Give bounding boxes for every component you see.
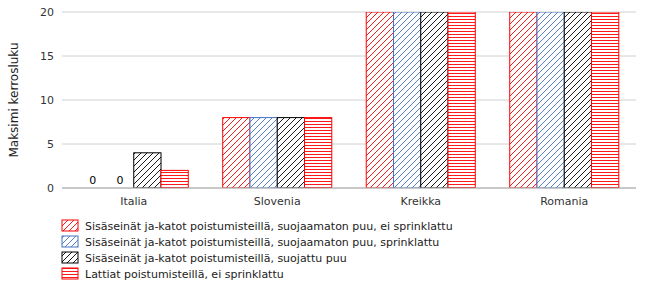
legend-swatch <box>62 236 78 247</box>
bar <box>277 118 304 188</box>
bar <box>223 118 250 188</box>
y-tick-label: 0 <box>47 182 54 195</box>
bar <box>421 12 448 188</box>
bar <box>134 153 161 188</box>
x-axis-line <box>62 188 636 189</box>
y-axis-label: Maksimi kerrosluku <box>7 42 21 157</box>
annotation: 0 <box>117 174 124 187</box>
x-tick-label: Kreikka <box>400 195 441 208</box>
legend-swatch <box>62 252 78 263</box>
bar <box>448 12 475 188</box>
bar <box>366 12 393 188</box>
legend-swatch <box>62 220 78 231</box>
bar <box>161 170 188 188</box>
annotation: 0 <box>89 174 96 187</box>
y-tick-label: 10 <box>40 94 54 107</box>
grid <box>62 12 636 188</box>
y-tick-label: 5 <box>47 138 54 151</box>
x-tick-label: Italia <box>120 195 147 208</box>
legend-label: Lattiat poistumisteillä, ei sprinklattu <box>85 268 284 281</box>
bar <box>510 12 537 188</box>
chart-container: 0 5 10 15 20 Maksimi kerrosluku Italia Slovenia… <box>0 0 648 295</box>
bar <box>592 12 619 188</box>
bar <box>250 118 277 188</box>
legend-label: Sisäseinät ja-katot poistumisteillä, suo… <box>85 236 439 249</box>
bar <box>305 118 332 188</box>
y-tick-label: 20 <box>40 6 54 19</box>
legend-label: Sisäseinät ja-katot poistumisteillä, suo… <box>85 220 453 233</box>
grid-line <box>62 188 636 189</box>
bar <box>564 12 591 188</box>
chart-svg: 0 5 10 15 20 Maksimi kerrosluku Italia Slovenia… <box>0 0 648 295</box>
legend-label: Sisäseinät ja-katot poistumisteillä, suo… <box>85 252 347 265</box>
bar <box>537 12 564 188</box>
bar <box>393 12 420 188</box>
x-tick-label: Romania <box>540 195 588 208</box>
y-tick-label: 15 <box>40 50 54 63</box>
bars <box>134 12 619 188</box>
x-tick-label: Slovenia <box>254 195 301 208</box>
legend-swatch <box>62 268 78 279</box>
legend: Sisäseinät ja-katot poistumisteillä, suo… <box>62 220 453 281</box>
